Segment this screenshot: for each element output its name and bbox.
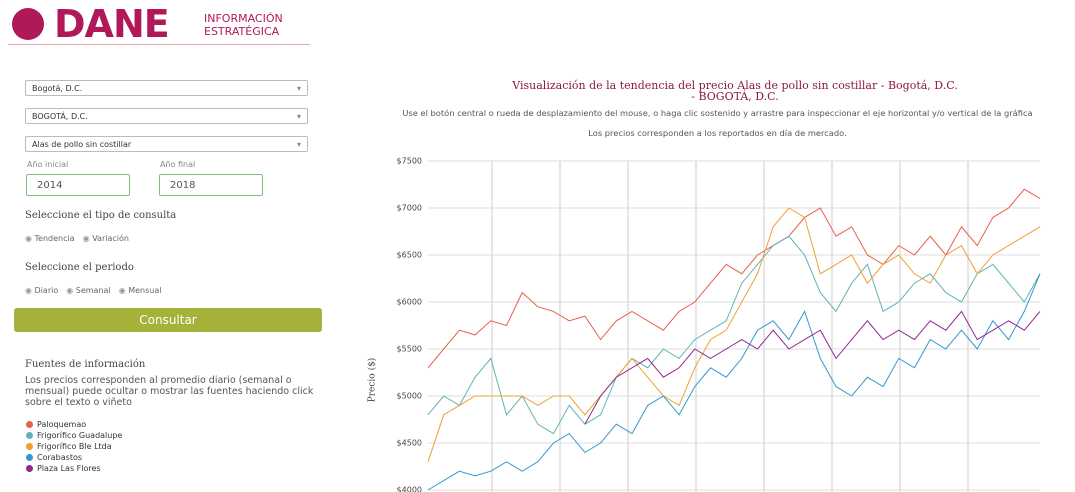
legend-item[interactable]: Frigorífico Ble Ltda (26, 441, 122, 452)
legend-swatch (26, 432, 33, 439)
vertical-grid (491, 161, 969, 492)
series-line (584, 310, 1041, 425)
select[interactable]: Bogotá, D.C. (25, 80, 308, 97)
radio[interactable]: Tendencia (25, 234, 75, 243)
y-tick-label: $7000 (397, 204, 422, 213)
radio[interactable]: Diario (25, 286, 58, 295)
section-label: Seleccione el tipo de consulta (25, 210, 177, 221)
submit-button[interactable]: Consultar (14, 308, 322, 332)
y-tick-label: $6500 (397, 251, 422, 260)
y-tick-label: $5500 (397, 345, 422, 354)
radio[interactable]: Variación (83, 234, 129, 243)
input[interactable]: 2018 (159, 174, 263, 196)
tagline: ESTRATÉGICA (204, 25, 280, 38)
legend-item[interactable]: Frigorífico Guadalupe (26, 430, 122, 441)
chart-note: Los precios corresponden a los reportado… (588, 128, 847, 138)
select[interactable]: Alas de pollo sin costillar (25, 136, 308, 153)
chart-subtitle: Use el botón central o rueda de desplaza… (402, 108, 1033, 118)
series-line (427, 235, 1041, 435)
tagline: INFORMACIÓN (204, 12, 283, 25)
radio-group: Diario Semanal Mensual (25, 278, 169, 297)
legend-swatch (26, 421, 33, 428)
radio-group: Tendencia Variación (25, 226, 137, 245)
series-line (427, 207, 1041, 462)
legend-item[interactable]: Plaza Las Flores (26, 463, 122, 474)
input[interactable]: 2014 (26, 174, 130, 196)
y-tick-label: $7500 (397, 157, 422, 166)
section-label: Fuentes de información (25, 359, 146, 370)
legend-swatch (26, 443, 33, 450)
legend-swatch (26, 454, 33, 461)
logo (12, 8, 44, 40)
series-line (427, 188, 1041, 369)
radio[interactable]: Mensual (119, 286, 162, 295)
legend-swatch (26, 465, 33, 472)
section-label: Seleccione el periodo (25, 262, 134, 273)
legend-item[interactable]: Corabastos (26, 452, 122, 463)
y-tick-label: $6000 (397, 298, 422, 307)
legend-label: Paloquemao (37, 420, 87, 429)
y-axis-label: Precio ($) (367, 358, 378, 403)
series-line (427, 273, 1041, 491)
brand: DANE (54, 2, 170, 46)
legend-item[interactable]: Paloquemao (26, 419, 122, 430)
header: DANE INFORMACIÓN ESTRATÉGICA (8, 2, 310, 46)
y-tick-label: $4000 (397, 486, 422, 492)
y-tick-label: $4500 (397, 439, 422, 448)
legend-label: Frigorífico Guadalupe (37, 431, 123, 440)
y-tick-label: $5000 (397, 392, 422, 401)
chart: Precio ($) $4000 $4500 $5000 $5500 $6000 $650… (367, 157, 1041, 492)
paragraph: Los precios corresponden al promedio dia… (25, 375, 314, 408)
radio[interactable]: Semanal (66, 286, 110, 295)
legend: Paloquemao Frigorífico Guadalupe Frigorífi… (26, 419, 122, 474)
legend-label: Plaza Las Flores (37, 464, 101, 473)
select[interactable]: BOGOTÁ, D.C. (25, 108, 308, 125)
legend-label: Corabastos (37, 453, 83, 462)
chart-title: Visualización de la tendencia del precio… (512, 79, 958, 103)
label: Año final (160, 160, 196, 169)
legend-label: Frigorífico Ble Ltda (37, 442, 112, 451)
label: Año inicial (27, 160, 69, 169)
